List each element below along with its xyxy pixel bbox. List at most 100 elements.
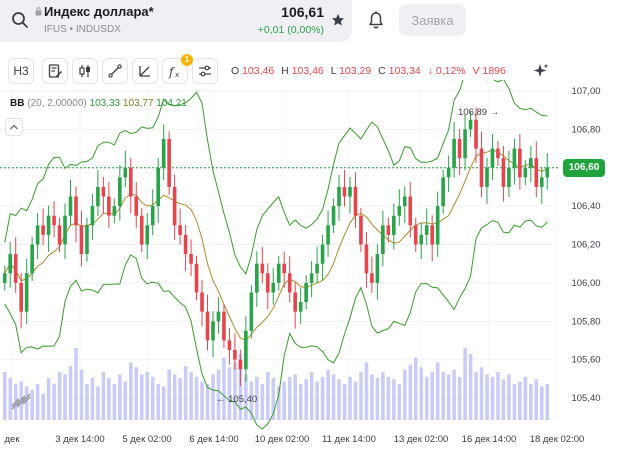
candle-body: [348, 186, 352, 197]
timeframe-label: Н3: [13, 64, 29, 78]
candle-body: [52, 215, 56, 226]
volume-bar: [118, 374, 122, 420]
time-tick-label: 3 дек 14:00: [55, 434, 104, 445]
volume-bar: [309, 372, 314, 420]
volume-bar: [545, 384, 550, 420]
volume-bar: [446, 374, 451, 420]
candle-body: [24, 273, 29, 312]
volume-bar: [414, 357, 418, 420]
timeframe-button[interactable]: Н3: [8, 58, 34, 84]
candle-body: [30, 244, 34, 274]
volume-bar: [255, 376, 259, 420]
volume-bar: [277, 386, 281, 420]
volume-bar: [79, 369, 84, 420]
volume-bar: [512, 384, 517, 420]
volume-bar: [129, 362, 133, 420]
fib-tool-button[interactable]: [132, 58, 158, 84]
candle-body: [342, 186, 347, 197]
bb-upper-line: [4, 80, 548, 275]
volume-bar: [85, 384, 89, 420]
broker-logo-icon: [11, 393, 31, 410]
candle-body: [13, 254, 18, 283]
low-value: 103,29: [339, 65, 372, 77]
volume-bar: [348, 376, 352, 420]
candle-body: [46, 215, 51, 235]
volume-bar: [123, 381, 128, 420]
volume-bar: [8, 378, 13, 420]
volume-bar: [507, 374, 511, 420]
volume-value: V 1896: [472, 65, 506, 77]
bb-legend[interactable]: BB (20, 2,00000) 103,33 103,77 104,21: [10, 98, 187, 109]
candle-body: [468, 119, 473, 130]
candle-body: [293, 292, 297, 312]
candle-body: [408, 196, 413, 226]
volume-bar: [540, 386, 544, 420]
volume-bar: [266, 372, 270, 420]
candle-body: [496, 148, 500, 159]
volume-bar: [298, 384, 303, 420]
candle-body: [200, 292, 204, 312]
volume-bar: [101, 372, 106, 420]
volume-bar: [134, 367, 139, 420]
volume-bar: [68, 366, 73, 420]
candle-body: [539, 177, 544, 187]
candle-body: [452, 138, 456, 168]
volume-bar: [375, 378, 380, 420]
volume-bar: [205, 384, 210, 420]
candle-body: [381, 225, 385, 255]
volume-bar: [216, 369, 221, 420]
chart-type-button[interactable]: [72, 58, 98, 84]
indicator-count-badge: 1: [181, 54, 193, 66]
candle-body: [260, 263, 265, 274]
candle-body: [68, 196, 73, 216]
volume-bar: [57, 372, 62, 420]
candle-body: [178, 225, 182, 235]
notes-button[interactable]: [42, 58, 68, 84]
price-change: +0,01 (0,00%): [257, 24, 324, 36]
bell-icon[interactable]: [366, 10, 386, 30]
volume-bar: [386, 376, 391, 420]
bb-upper-value: 104,21: [156, 98, 187, 109]
time-tick-label: 16 дек 14:00: [462, 434, 517, 445]
candle-body: [397, 206, 402, 216]
volume-bar: [474, 372, 478, 420]
instrument-search[interactable]: Индекс доллара* IFUS • INDUSDX 106,61 +0…: [0, 0, 352, 42]
candle-body: [419, 234, 424, 245]
star-icon[interactable]: [331, 13, 345, 27]
chevron-up-icon: [10, 124, 18, 130]
candle-body: [41, 225, 45, 235]
volume-bar: [397, 384, 402, 420]
candle-body: [326, 225, 330, 245]
volume-bar: [529, 384, 533, 420]
low-label: L: [330, 65, 337, 77]
candle-body: [74, 196, 78, 226]
sparkle-icon[interactable]: [532, 62, 550, 80]
collapse-legend-button[interactable]: [5, 118, 23, 136]
change-value: ↓ 0,12%: [427, 65, 466, 77]
volume-bar: [326, 369, 330, 420]
order-button[interactable]: Заявка: [399, 4, 466, 36]
candle-body: [90, 206, 95, 226]
chart-toolbar: Н3 f x 1: [0, 54, 620, 86]
settings-button[interactable]: [192, 58, 218, 84]
search-icon: [12, 12, 28, 28]
volume-bar: [3, 372, 7, 420]
candle-body: [101, 186, 106, 197]
price-tick-label: 106,00: [571, 278, 600, 289]
candle-body: [63, 215, 67, 245]
volume-bar: [178, 378, 182, 420]
candle-body: [85, 225, 89, 255]
instrument-ticker: IFUS • INDUSDX: [44, 24, 121, 35]
candle-body: [490, 148, 495, 168]
time-tick-label: дек: [5, 434, 21, 445]
candles: [2, 107, 550, 387]
price-chart[interactable]: 107,00 106,80 106,60 106,40 106,20 106,00 105,…: [0, 80, 620, 466]
volume-bar: [271, 378, 276, 420]
bb-middle-value: 103,77: [122, 98, 154, 109]
ohlc-readout: O 103,46 H 103,46 L 103,29 C 103,34 ↓ 0,…: [231, 65, 510, 77]
volume-bar: [490, 376, 495, 420]
candle-body: [8, 254, 13, 274]
draw-line-button[interactable]: [102, 58, 128, 84]
candle-body: [238, 359, 243, 370]
bollinger-bands: [4, 80, 548, 430]
